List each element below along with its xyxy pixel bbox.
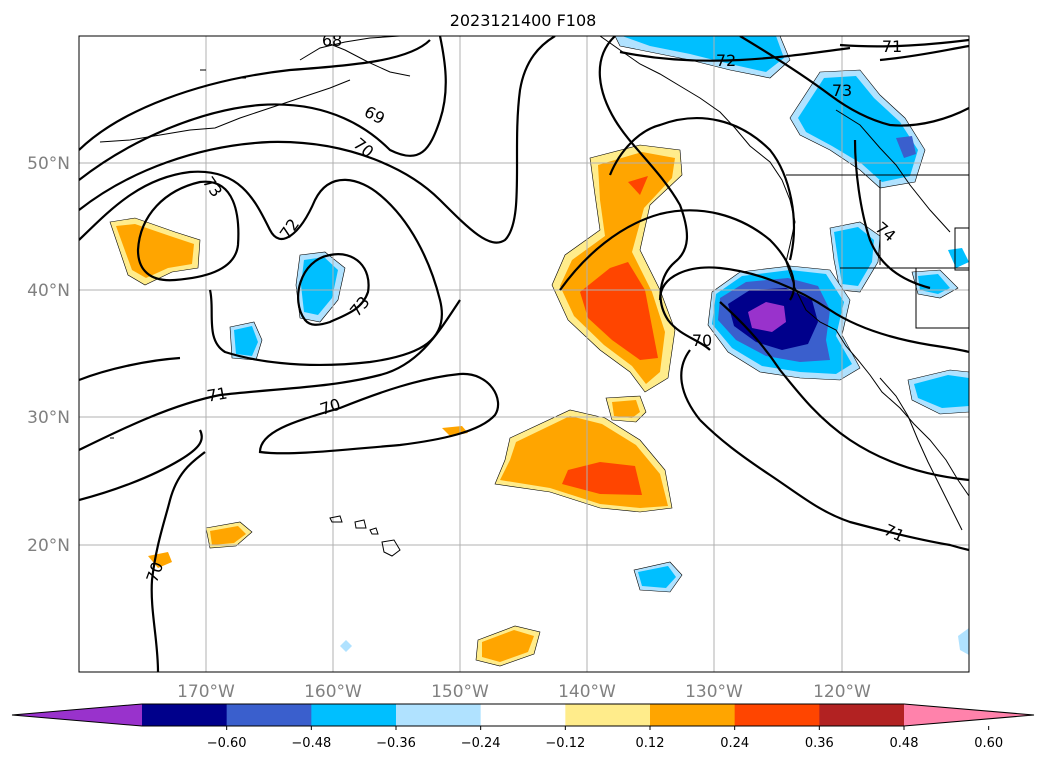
latitude-labels: 50°N 40°N 30°N 20°N bbox=[27, 154, 70, 556]
height-contours bbox=[79, 36, 969, 672]
contour-line bbox=[150, 451, 206, 672]
colorbar-tick-label: −0.12 bbox=[545, 736, 585, 751]
contour-line bbox=[680, 349, 701, 421]
negative-anomaly-area bbox=[234, 326, 258, 356]
positive-anomaly-area bbox=[628, 176, 648, 195]
contour-line bbox=[658, 266, 969, 354]
anomaly-shading bbox=[109, 36, 969, 667]
contour-label: 68 bbox=[322, 31, 342, 50]
longitude-label: 160°W bbox=[304, 682, 362, 702]
negative-anomaly-area bbox=[638, 566, 676, 588]
negative-anomaly-area bbox=[834, 227, 874, 286]
contour-line bbox=[839, 38, 969, 48]
colorbar-extend-max bbox=[904, 704, 1034, 726]
latitude-label: 40°N bbox=[27, 281, 70, 301]
coastlines bbox=[99, 36, 969, 557]
colorbar-tick-label: 0.24 bbox=[720, 736, 749, 751]
contour-line bbox=[608, 117, 796, 261]
contour-line bbox=[699, 419, 969, 552]
negative-anomaly-area bbox=[622, 36, 784, 72]
contour-line bbox=[79, 356, 181, 382]
positive-anomaly-area bbox=[562, 462, 642, 495]
latitude-label: 30°N bbox=[27, 408, 70, 428]
positive-anomaly-area bbox=[148, 552, 172, 568]
negative-anomaly-area bbox=[948, 248, 969, 268]
positive-anomaly-area bbox=[612, 400, 640, 418]
contour-line bbox=[79, 36, 447, 181]
colorbar-tick-label: 0.48 bbox=[890, 736, 919, 751]
contour-line bbox=[79, 429, 203, 502]
longitude-label: 170°W bbox=[177, 682, 235, 702]
contour-line bbox=[79, 299, 461, 451]
contour-line bbox=[258, 372, 500, 455]
contour-line bbox=[619, 46, 851, 62]
contour-line bbox=[739, 36, 969, 127]
contour-line bbox=[598, 36, 711, 351]
contour-line bbox=[719, 301, 969, 482]
negative-anomaly-area bbox=[748, 302, 786, 332]
map-frame bbox=[78, 35, 970, 673]
colorbar-segment bbox=[734, 704, 820, 726]
colorbar-segment bbox=[480, 704, 566, 726]
colorbar-tick-label: −0.48 bbox=[291, 736, 331, 751]
contour-line bbox=[879, 44, 969, 62]
contour-line bbox=[297, 253, 370, 326]
colorbar-tick-label: 0.60 bbox=[974, 736, 1003, 751]
colorbar-outline bbox=[11, 703, 1035, 727]
colorbar-tick-label: −0.36 bbox=[376, 736, 416, 751]
negative-anomaly-area bbox=[301, 257, 338, 315]
colorbar-tick-label: −0.60 bbox=[207, 736, 247, 751]
colorbar-extend-min bbox=[12, 704, 142, 726]
graticule bbox=[79, 36, 969, 672]
negative-anomaly-area bbox=[914, 375, 969, 408]
contour-label: 72 bbox=[716, 51, 736, 70]
colorbar-segment bbox=[311, 704, 397, 726]
contour-label: 73 bbox=[832, 81, 852, 100]
map-panel: 68 69 70 73 72 73 71 70 70 72 71 73 74 7… bbox=[78, 31, 970, 673]
negative-anomaly-area bbox=[896, 136, 916, 158]
contour-line bbox=[79, 36, 556, 244]
longitude-label: 150°W bbox=[431, 682, 489, 702]
longitude-label: 130°W bbox=[685, 682, 743, 702]
negative-anomaly-area bbox=[958, 628, 969, 655]
colorbar-tick-label: 0.36 bbox=[805, 736, 834, 751]
colorbar-tick-label: 0.12 bbox=[636, 736, 665, 751]
latitude-label: 20°N bbox=[27, 536, 70, 556]
longitude-label: 140°W bbox=[558, 682, 616, 702]
colorbar-tick-label: −0.24 bbox=[461, 736, 501, 751]
positive-anomaly-area bbox=[482, 630, 534, 662]
colorbar-segment bbox=[650, 704, 736, 726]
negative-anomaly-area bbox=[798, 76, 918, 182]
negative-anomaly-area bbox=[918, 274, 950, 294]
colorbar: −0.60 −0.48 −0.36 −0.24 −0.12 0.12 0.24 0.36 0.4… bbox=[11, 703, 1035, 751]
colorbar-segment bbox=[565, 704, 651, 726]
contour-line bbox=[853, 139, 931, 290]
colorbar-segment bbox=[226, 704, 312, 726]
contour-line bbox=[559, 209, 795, 301]
positive-anomaly-area bbox=[580, 262, 658, 360]
colorbar-segment bbox=[142, 704, 228, 726]
latitude-label: 50°N bbox=[27, 154, 70, 174]
colorbar-segment bbox=[396, 704, 482, 726]
contour-line bbox=[136, 180, 240, 282]
colorbar-segment bbox=[819, 704, 905, 726]
negative-anomaly-area bbox=[340, 640, 352, 652]
contour-line bbox=[79, 170, 443, 367]
contour-label: 70 bbox=[692, 331, 712, 350]
contour-line bbox=[79, 39, 431, 151]
contour-label: 71 bbox=[205, 383, 228, 405]
positive-anomaly-area bbox=[210, 526, 246, 545]
longitude-label: 120°W bbox=[813, 682, 871, 702]
map-title: 2023121400 F108 bbox=[450, 11, 597, 30]
longitude-labels: 170°W 160°W 150°W 140°W 130°W 120°W bbox=[177, 682, 871, 702]
positive-anomaly-area bbox=[116, 224, 194, 278]
contour-label: 71 bbox=[882, 37, 902, 56]
